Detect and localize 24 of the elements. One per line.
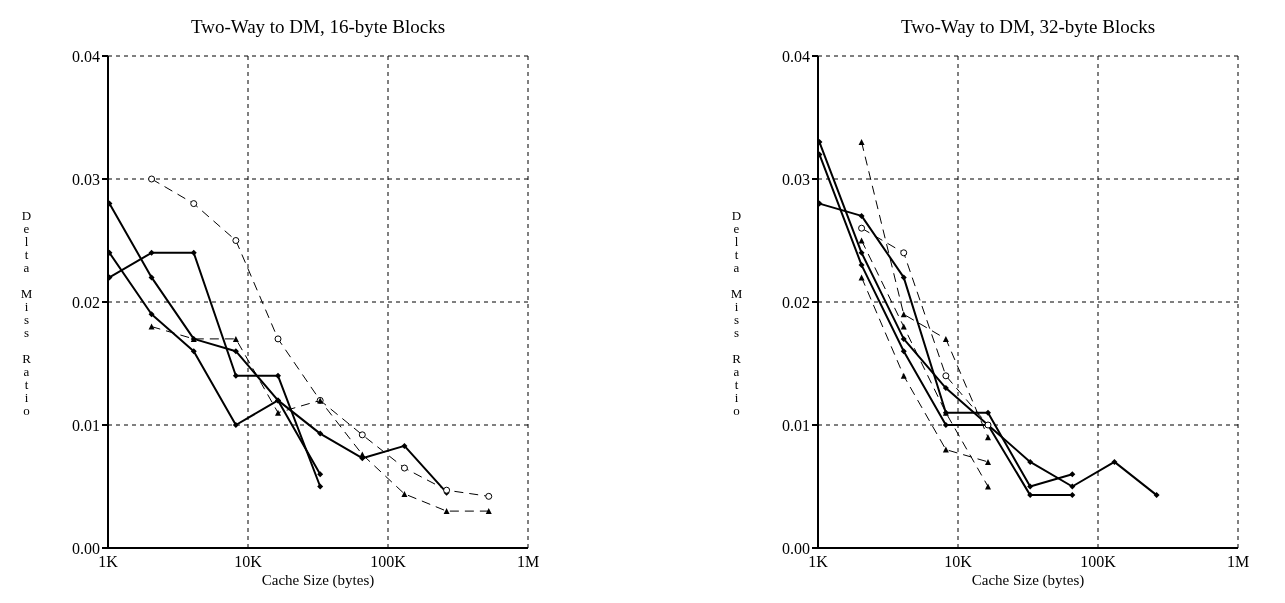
x-axis-title: Cache Size (bytes) bbox=[970, 572, 1086, 589]
y-tick-label: 0.04 bbox=[782, 47, 810, 65]
x-axis-title: Cache Size (bytes) bbox=[260, 572, 376, 589]
y-tick-label: 0.02 bbox=[72, 293, 100, 311]
x-tick-label: 1M bbox=[1226, 553, 1250, 571]
x-tick-label: 100K bbox=[370, 553, 407, 571]
y-axis-title: Delta Miss Ratio bbox=[728, 208, 744, 416]
y-tick-label: 0.04 bbox=[72, 47, 100, 65]
x-tick-label: 1M bbox=[516, 553, 540, 571]
y-tick-label: 0.01 bbox=[782, 416, 810, 434]
x-tick-label: 1K bbox=[808, 553, 829, 571]
y-axis-title: Delta Miss Ratio bbox=[18, 208, 34, 416]
y-tick-label: 0.02 bbox=[782, 293, 810, 311]
x-tick-label: 1K bbox=[98, 553, 119, 571]
y-tick-label: 0.03 bbox=[72, 170, 100, 188]
y-tick-label: 0.00 bbox=[782, 539, 810, 557]
x-tick-label: 100K bbox=[1080, 553, 1117, 571]
y-tick-label: 0.01 bbox=[72, 416, 100, 434]
y-tick-label: 0.00 bbox=[72, 539, 100, 557]
chart-title: Two-Way to DM, 32-byte Blocks bbox=[899, 16, 1157, 38]
x-tick-label: 10K bbox=[944, 553, 973, 571]
x-tick-label: 10K bbox=[234, 553, 263, 571]
chart-title: Two-Way to DM, 16-byte Blocks bbox=[189, 16, 447, 38]
y-tick-label: 0.03 bbox=[782, 170, 810, 188]
